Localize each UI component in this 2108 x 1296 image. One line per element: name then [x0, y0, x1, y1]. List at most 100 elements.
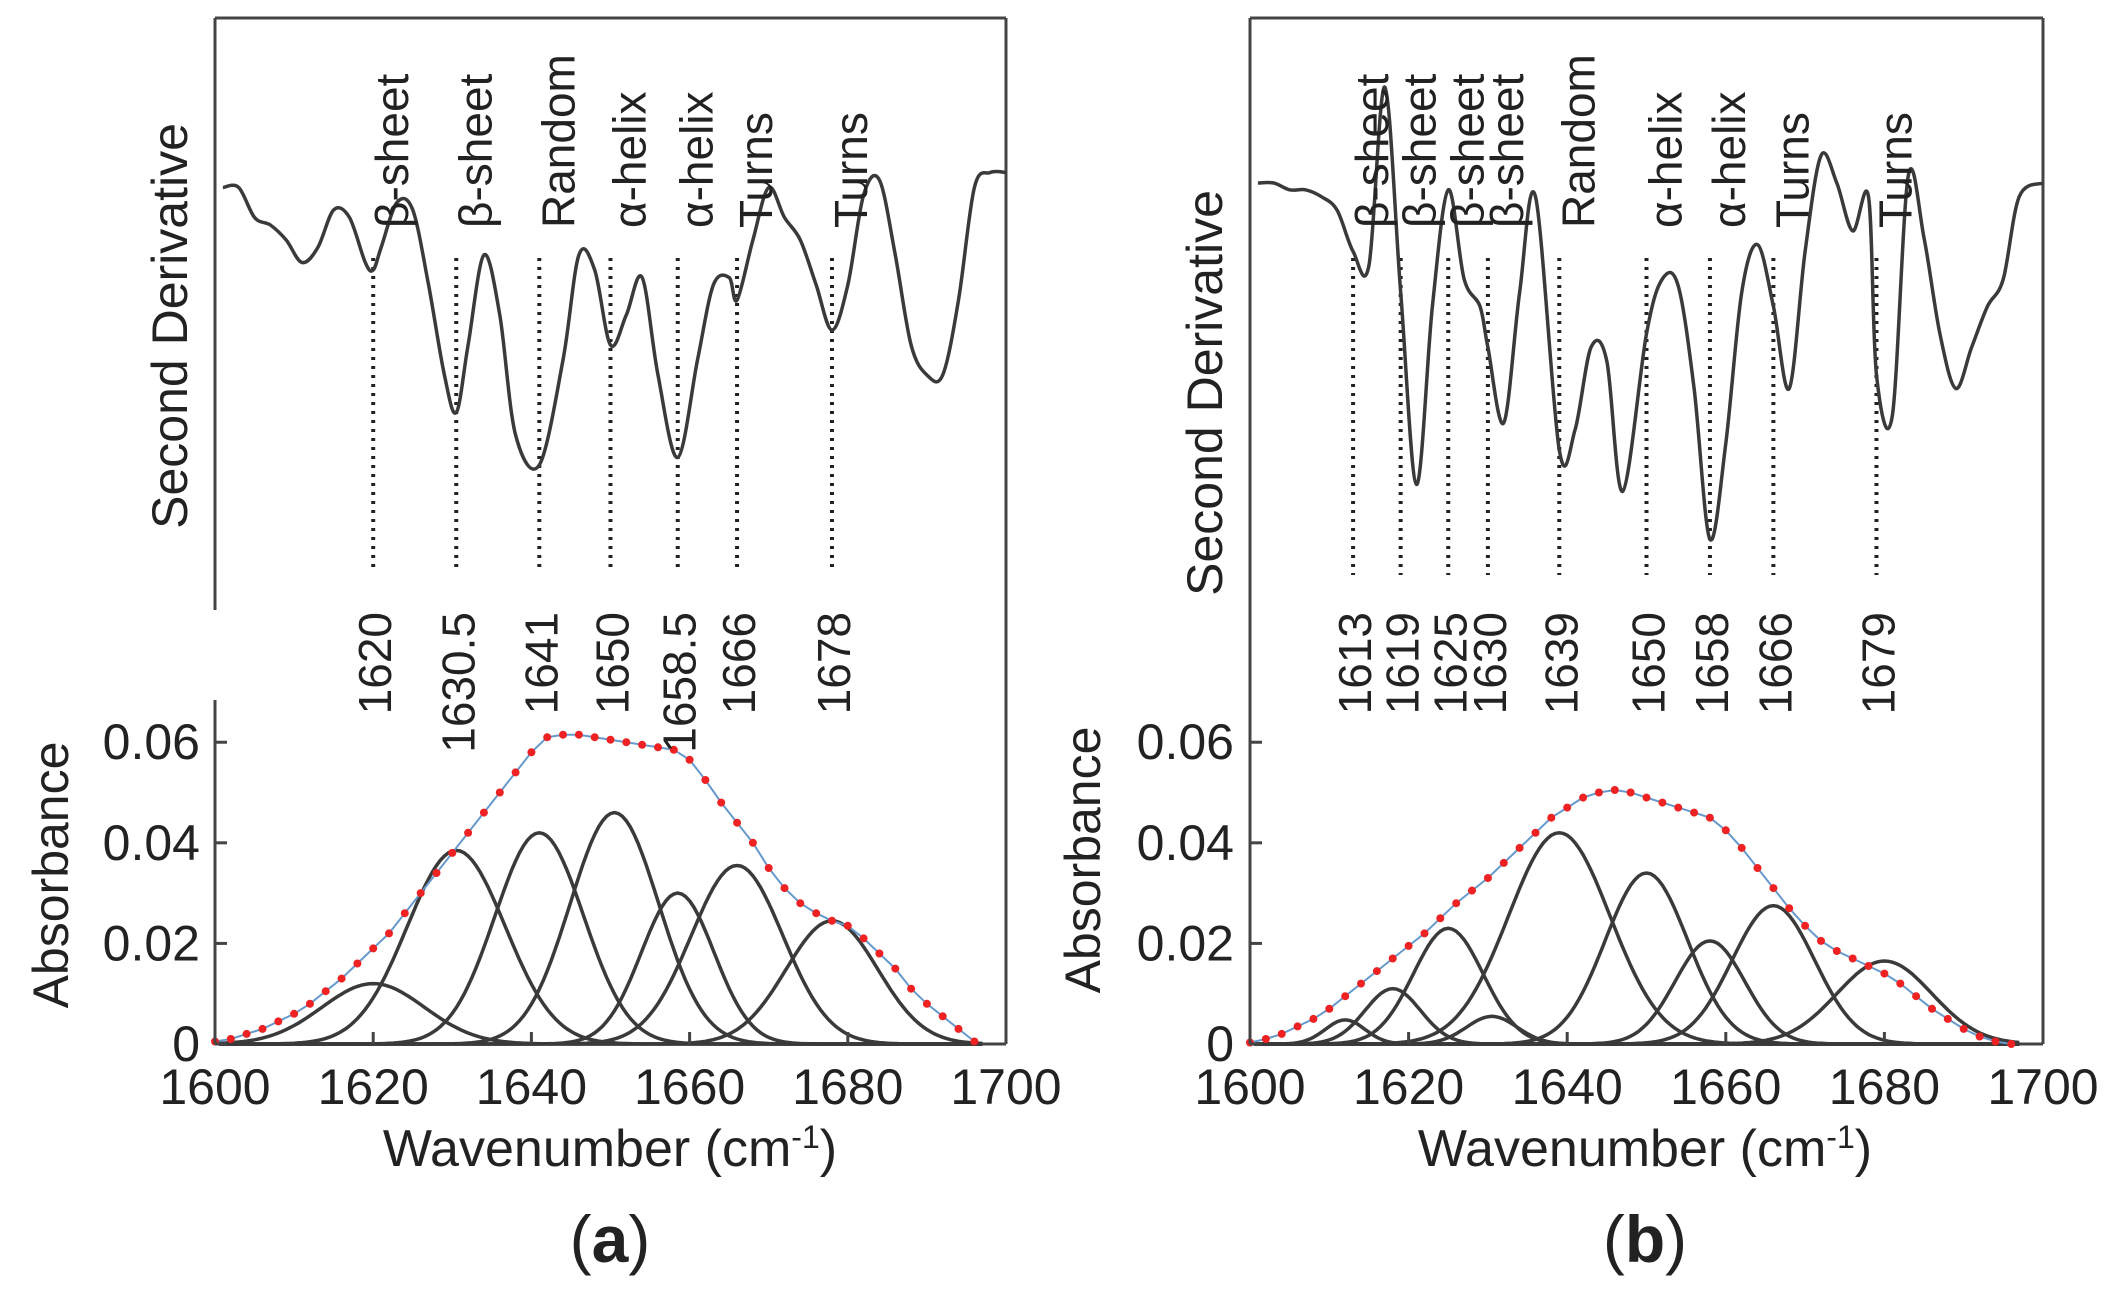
panel-b-composite-point-11: [1420, 929, 1429, 938]
panel-b-second-derivative: [1257, 85, 2044, 542]
panel-a-composite-point-42: [875, 949, 884, 958]
panel-b-composite-point-32: [1753, 864, 1762, 872]
panel-b-wavenumber-label-0: 1613: [1329, 612, 1381, 714]
panel-b-composite-point-22: [1594, 788, 1603, 797]
panel-b-composite-point-39: [1864, 962, 1873, 970]
panel-a-structure-label-5: Turns: [730, 112, 782, 228]
panel-b-y-tick-label-1: 0.02: [1137, 915, 1234, 971]
panel-a-second-derivative: [222, 169, 1007, 471]
panel-a-composite-point-28: [654, 743, 662, 752]
panel-b-x-tick-label-4: 1680: [1829, 1059, 1940, 1115]
panel-a-structure-label-4: α-helix: [671, 91, 723, 228]
panel-b-x-tick-label-3: 1660: [1670, 1059, 1781, 1115]
panel-b-composite-point-5: [1325, 1004, 1334, 1013]
panel-a-composite-point-40: [843, 921, 852, 930]
panel-b-composite-point-14: [1468, 886, 1476, 895]
panel-a-composite-point-39: [828, 916, 836, 925]
panel-a-composite-point-38: [812, 909, 821, 918]
panel-a-composite-point-2: [242, 1029, 251, 1038]
panel-a-composite-point-5: [290, 1009, 299, 1018]
panel-b-x-tick-label-1: 1620: [1353, 1059, 1464, 1115]
panel-b-composite-point-2: [1277, 1029, 1286, 1038]
panel-b-composite-point-10: [1404, 941, 1413, 950]
panel-b-structure-label-7: Turns: [1766, 112, 1818, 228]
panel-b-composite-point-8: [1372, 967, 1381, 976]
panel-b-composite-point-1: [1261, 1035, 1270, 1043]
panel-b-composite-point-33: [1769, 884, 1778, 893]
panel-b-composite-point-18: [1531, 828, 1540, 837]
panel-a-letter: (a): [570, 1202, 651, 1276]
panel-a-composite-point-16: [464, 828, 473, 837]
panel-a-composite-point-1: [226, 1035, 235, 1043]
panel-a-x-tick-label-1: 1620: [318, 1059, 429, 1115]
panel-a-composite-point-19: [511, 768, 520, 777]
panel-a-wavenumber-label-5: 1666: [713, 612, 765, 714]
panel-b-wavenumber-label-4: 1639: [1535, 612, 1587, 714]
panel-a-composite-point-17: [479, 808, 488, 817]
panel-b-composite-point-46: [1975, 1032, 1984, 1041]
panel-b-y-tick-label-3: 0.06: [1137, 714, 1234, 770]
panel-b-letter-open: (: [1603, 1202, 1625, 1276]
panel-a-composite-point-45: [922, 999, 931, 1008]
panel-b-structure-label-2: β-sheet: [1441, 73, 1493, 228]
panel-b-fitted-band-8: [1254, 959, 2020, 1046]
panel-a-fitted-bands: [218, 810, 983, 1046]
panel-a-composite-point-31: [701, 776, 710, 784]
panel-b-composite-point-20: [1563, 803, 1572, 812]
panel-a-y-tick-label-1: 0.02: [103, 915, 200, 971]
panel-b-wavenumber-label-5: 1650: [1623, 612, 1675, 714]
panel-a-composite-point-47: [954, 1024, 963, 1033]
panel-a-letter-close: ): [628, 1202, 650, 1276]
panel-a-composite-point-14: [432, 869, 441, 877]
panel-a-x-tick-label-2: 1640: [476, 1059, 587, 1115]
panel-a-composite-point-20: [527, 748, 536, 757]
panel-b-composite-point-27: [1674, 803, 1683, 812]
panel-b-composite-point-37: [1832, 947, 1841, 955]
panel-b-x-tick-label-0: 1600: [1194, 1059, 1305, 1115]
panel-b-letter-close: ): [1665, 1202, 1687, 1276]
panel-a-composite-point-11: [385, 929, 393, 938]
panel-b-structure-label-0: β-sheet: [1346, 73, 1398, 228]
panel-b-y-tick-label-0: 0: [1206, 1016, 1234, 1072]
panel-b-composite-point-7: [1357, 979, 1365, 988]
panel-b-structure-label-3: β-sheet: [1481, 73, 1533, 228]
panel-a-letter-text: a: [592, 1202, 630, 1276]
panel-a-y-axis-label: Absorbance: [23, 742, 79, 1009]
panel-a-composite-point-12: [400, 909, 409, 918]
panel-b-composite-point-41: [1896, 979, 1905, 988]
panel-b-composite-point-45: [1959, 1024, 1968, 1033]
panel-a-composite-point-46: [938, 1012, 947, 1021]
panel-a-y-ticks: 0 0.02 0.04 0.06: [103, 714, 227, 1072]
panel-b-second-derivative-trace: [1257, 85, 2044, 542]
panel-a-structure-label-0: β-sheet: [366, 73, 418, 228]
panel-a-composite-curve: [211, 730, 979, 1046]
panel-a-composite-point-24: [590, 733, 599, 742]
panel-b-wavenumber-label-8: 1679: [1852, 612, 1904, 714]
panel-b-composite-point-35: [1801, 921, 1810, 930]
panel-b-composite-point-25: [1642, 793, 1651, 802]
panel-b-composite-point-4: [1309, 1014, 1318, 1023]
panel-a-composite-point-4: [274, 1017, 283, 1026]
panel-a-composite-point-8: [337, 974, 346, 983]
panel-a-structure-label-2: Random: [532, 54, 584, 228]
panel-a-composite-point-9: [353, 959, 362, 968]
panel-b-composite-point-30: [1721, 826, 1730, 835]
panel-a-composite-point-34: [748, 838, 757, 847]
panel-a-composite-point-7: [321, 987, 330, 996]
panel-a-composite-point-48: [970, 1037, 979, 1046]
panel-b-wavenumber-label-7: 1666: [1749, 612, 1801, 714]
panel-b-composite-point-36: [1817, 936, 1825, 945]
panel-a-x-ticks: 1600 1620 1640 1660 1680 1700: [159, 1032, 1062, 1115]
panel-a-x-label-main: Wavenumber (cm: [383, 1120, 791, 1178]
panel-a-composite-point-21: [543, 733, 552, 742]
panel-b-composite-point-6: [1341, 992, 1350, 1001]
panel-b-wavenumber-label-6: 1658: [1686, 612, 1738, 714]
panel-b-y-axis-label: Absorbance: [1055, 727, 1111, 994]
panel-a-composite-point-26: [622, 738, 631, 747]
panel-b-y-ticks: 0 0.02 0.04 0.06: [1137, 714, 1262, 1072]
panel-a-wavenumber-label-3: 1650: [587, 612, 639, 714]
panel-b-structure-label-5: α-helix: [1640, 91, 1692, 228]
